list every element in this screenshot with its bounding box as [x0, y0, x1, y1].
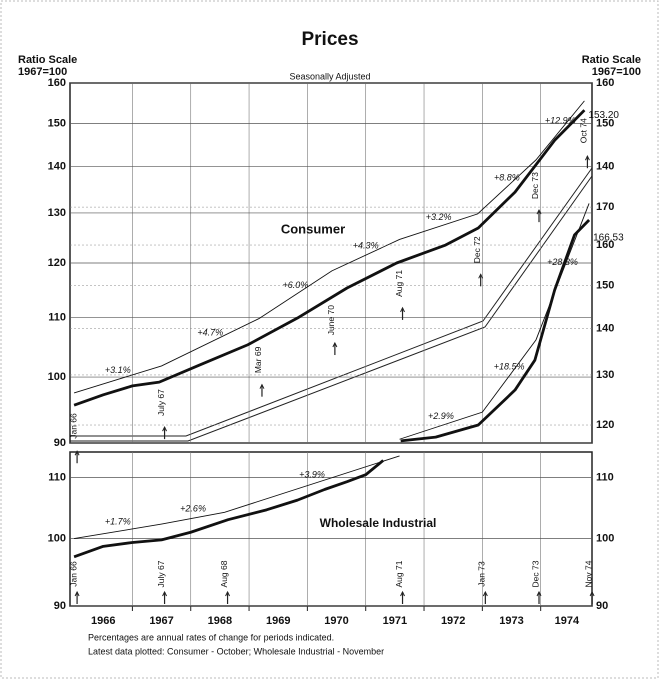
y2-tick-label: 160 — [596, 239, 614, 251]
y-tick-label-right: 150 — [596, 117, 614, 129]
y-label: 1967=100 — [18, 66, 67, 78]
x-tick-label: 1966 — [91, 615, 115, 627]
date-arrowhead — [162, 590, 168, 597]
date-arrowhead — [400, 306, 405, 313]
y-tick-label: 110 — [48, 311, 66, 323]
series-name: Wholesale Industrial — [320, 516, 437, 530]
value-label: 153.20 — [588, 110, 619, 121]
date-label: Jan 73 — [477, 561, 487, 587]
date-label: Jan 66 — [68, 561, 78, 587]
y-tick-label-right: 90 — [596, 600, 608, 612]
series-name: Consumer — [281, 221, 345, 236]
rate-label: +18.5% — [494, 361, 525, 371]
subtitle: Seasonally Adjusted — [289, 71, 370, 81]
date-label: Mar 69 — [253, 346, 263, 373]
x-tick-label: 1969 — [266, 615, 290, 627]
y-tick-label: 110 — [48, 472, 66, 484]
value-label: 166.53 — [593, 233, 624, 244]
date-arrowhead — [589, 590, 595, 597]
scale-connector — [70, 167, 593, 437]
series-line — [73, 459, 385, 559]
x-tick-label: 1970 — [324, 615, 348, 627]
y-tick-label: 100 — [48, 533, 66, 545]
date-arrowhead — [482, 590, 488, 597]
x-tick-label: 1973 — [499, 615, 523, 627]
y2-tick-label: 120 — [596, 419, 614, 431]
note: Latest data plotted: Consumer - October;… — [88, 646, 384, 656]
rate-label: +12.9% — [545, 116, 576, 126]
scale-connector — [70, 175, 593, 442]
date-arrowhead — [400, 590, 405, 597]
x-tick-label: 1974 — [555, 615, 580, 627]
date-arrowhead — [332, 341, 338, 348]
y-tick-label: 90 — [54, 600, 66, 612]
date-label: July 67 — [156, 389, 166, 416]
x-tick-label: 1972 — [441, 615, 465, 627]
x-tick-label: 1968 — [208, 615, 232, 627]
date-label: June 70 — [326, 305, 336, 336]
y2-tick-label: 170 — [596, 201, 614, 213]
y2-tick-label: 140 — [596, 322, 614, 334]
y-tick-label: 90 — [54, 437, 66, 449]
note: Percentages are annual rates of change f… — [88, 632, 334, 642]
y2-label: 1967=100 — [592, 66, 641, 78]
date-arrowhead — [536, 209, 542, 215]
rate-label: +2.6% — [180, 504, 206, 514]
rate-label: +3.2% — [426, 212, 452, 222]
y-tick-label: 150 — [48, 117, 66, 129]
rate-label: +2.9% — [428, 411, 454, 421]
y-tick-label-right: 100 — [596, 533, 614, 545]
date-label: Aug 71 — [394, 560, 404, 587]
date-label: Aug 71 — [394, 270, 404, 297]
date-arrowhead — [259, 383, 265, 389]
date-label: Dec 73 — [530, 172, 540, 199]
date-arrowhead — [225, 590, 231, 597]
y2-tick-label: 130 — [596, 369, 614, 381]
date-arrowhead — [74, 450, 80, 456]
x-tick-label: 1967 — [149, 615, 173, 627]
y-tick-label: 130 — [48, 207, 66, 219]
rate-label: +4.7% — [197, 328, 223, 338]
rate-label: +4.3% — [353, 241, 379, 251]
date-arrowhead — [162, 425, 168, 432]
rate-label: +8.8% — [494, 172, 520, 182]
date-label: Nov 74 — [583, 560, 593, 587]
rate-label: +3.9% — [299, 469, 325, 479]
date-label: Dec 73 — [530, 560, 540, 587]
rate-label: +6.0% — [283, 280, 309, 290]
date-arrowhead — [478, 273, 484, 279]
y-tick-label: 120 — [48, 257, 66, 269]
rate-label: +3.1% — [105, 365, 131, 375]
y-tick-label: 100 — [48, 371, 66, 383]
rate-label: +1.7% — [105, 517, 131, 527]
y-tick-label-right: 140 — [596, 160, 614, 172]
trend-line — [74, 455, 400, 540]
series-line — [73, 109, 586, 407]
y-tick-label: 140 — [48, 160, 66, 172]
trend-line — [73, 100, 585, 394]
rate-label: +28.3% — [547, 257, 578, 267]
date-arrowhead — [74, 590, 80, 597]
y-tick-label-right: 110 — [596, 472, 614, 484]
chart-title: Prices — [301, 29, 358, 50]
y-tick-label: 160 — [48, 77, 66, 89]
date-label: Aug 68 — [219, 560, 229, 587]
y2-tick-label: 150 — [596, 279, 614, 291]
y-label: Ratio Scale — [18, 54, 77, 66]
y-tick-label-right: 160 — [596, 77, 614, 89]
date-label: July 67 — [156, 560, 166, 587]
series-line — [400, 219, 591, 443]
date-label: Dec 72 — [472, 236, 482, 263]
y2-label: Ratio Scale — [582, 54, 641, 66]
date-label: Jan 66 — [68, 413, 78, 439]
date-arrowhead — [536, 590, 542, 597]
date-arrowhead — [584, 155, 590, 161]
x-tick-label: 1971 — [383, 615, 407, 627]
date-label: Oct 74 — [579, 118, 589, 143]
